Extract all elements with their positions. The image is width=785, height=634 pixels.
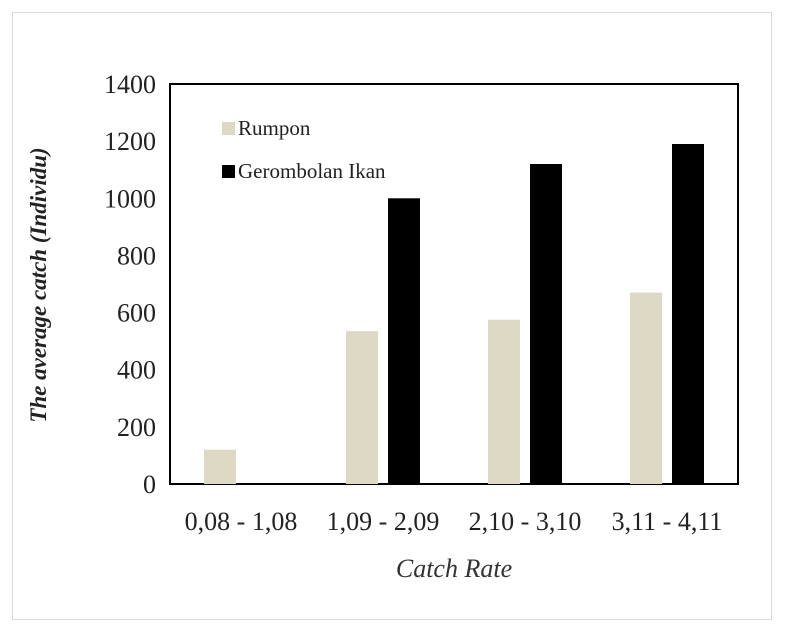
- bar-rumpon: [630, 292, 662, 484]
- bar-rumpon: [346, 331, 378, 484]
- y-tick-label: 0: [143, 470, 156, 499]
- x-tick-label: 3,11 - 4,11: [612, 507, 723, 536]
- y-tick-label: 800: [117, 241, 156, 270]
- x-tick-label: 0,08 - 1,08: [185, 507, 298, 536]
- bar-rumpon: [204, 449, 236, 484]
- y-tick-label: 200: [117, 413, 156, 442]
- legend-label: Rumpon: [238, 116, 311, 140]
- x-tick-label: 1,09 - 2,09: [327, 507, 440, 536]
- legend: Rumpon Gerombolan Ikan: [222, 116, 386, 183]
- y-tick-label: 400: [117, 356, 156, 385]
- y-axis-label: The average catch (Individu): [26, 147, 51, 422]
- bar-gerombolan-ikan: [672, 144, 704, 484]
- x-axis-label: Catch Rate: [396, 554, 512, 583]
- legend-label: Gerombolan Ikan: [238, 159, 386, 183]
- y-tick-label: 1400: [104, 70, 156, 99]
- bar-gerombolan-ikan: [530, 164, 562, 484]
- y-tick-label: 600: [117, 299, 156, 328]
- legend-swatch: [222, 165, 235, 178]
- x-tick-label: 2,10 - 3,10: [469, 507, 582, 536]
- bar-rumpon: [488, 319, 520, 484]
- legend-swatch: [222, 122, 235, 135]
- y-tick-label: 1200: [104, 127, 156, 156]
- bar-gerombolan-ikan: [388, 198, 420, 485]
- y-tick-label: 1000: [104, 184, 156, 213]
